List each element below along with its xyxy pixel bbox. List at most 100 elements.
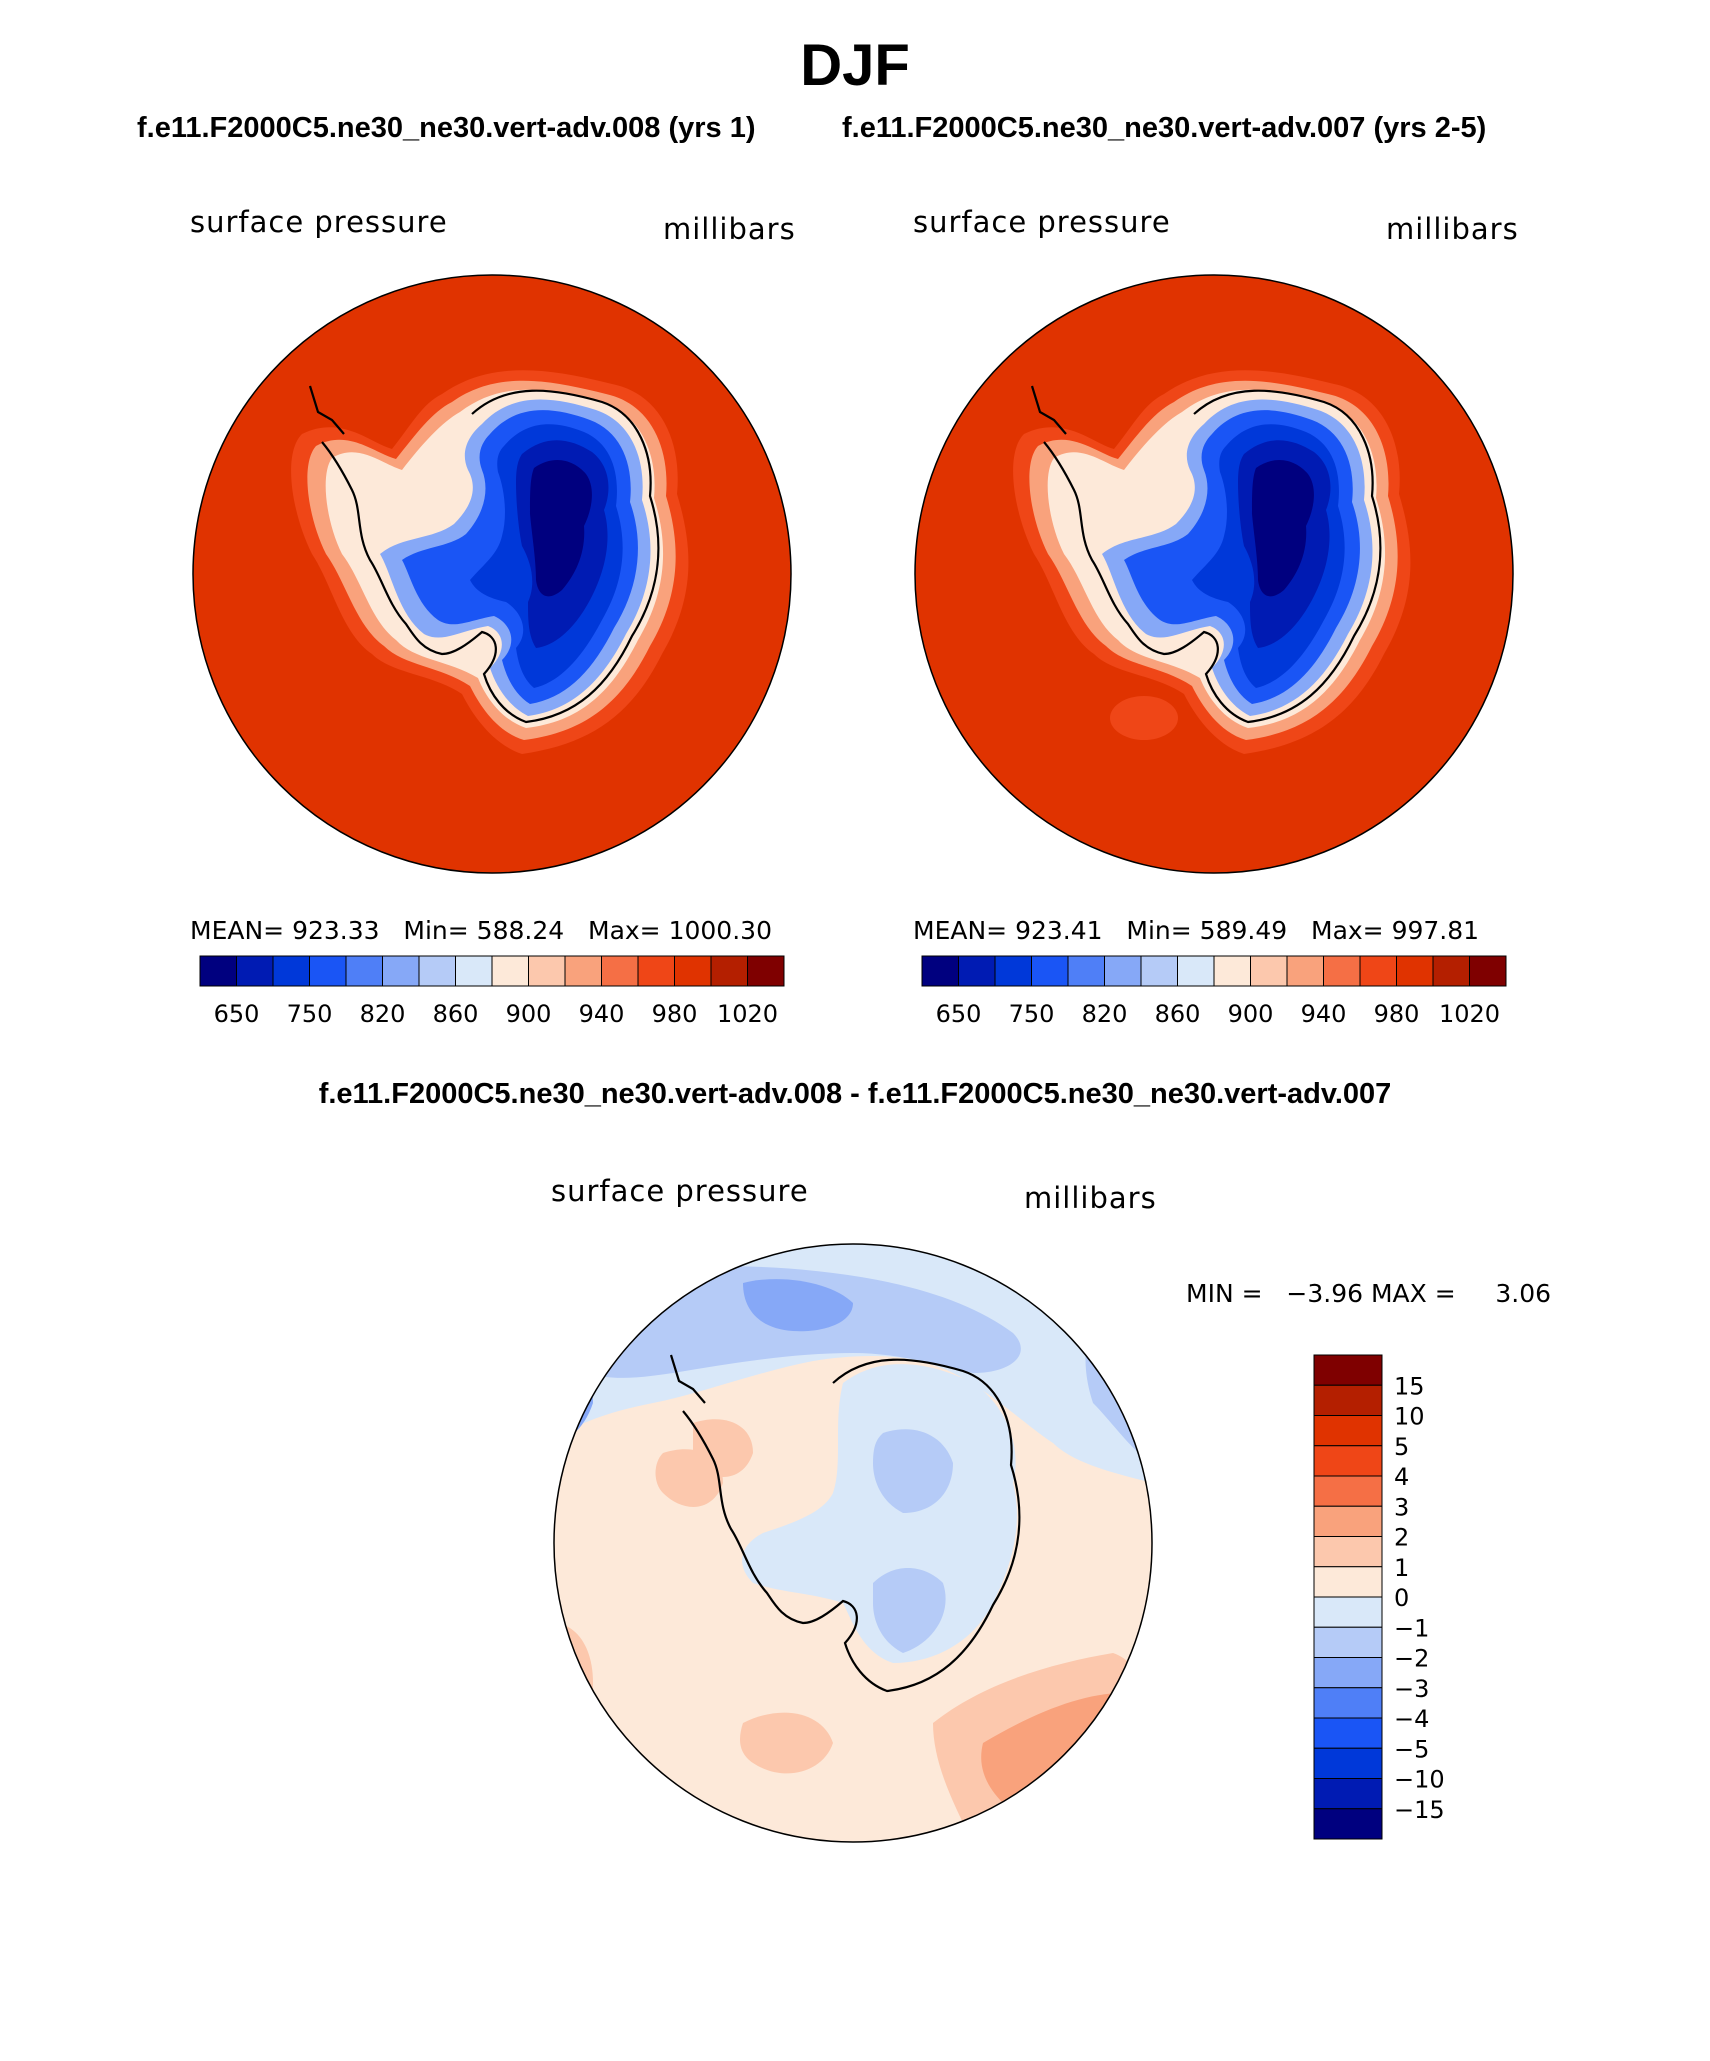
- map-panel-left: [192, 274, 792, 874]
- colorbar-swatch: [1140, 955, 1178, 987]
- colorbar-tick-label: 1: [1394, 1554, 1409, 1582]
- colorbar-tick-label: 860: [433, 1000, 479, 1028]
- colorbar-swatch: [747, 955, 785, 987]
- diff-region-blue-inner: [873, 1429, 953, 1513]
- colorbar-swatch: [1313, 1657, 1383, 1689]
- colorbar-tick-label: 4: [1394, 1463, 1409, 1491]
- colorbar-tick-label: −10: [1394, 1766, 1445, 1794]
- colorbar-swatch: [1313, 1475, 1383, 1507]
- coastline: [308, 385, 660, 724]
- colorbar-swatch: [309, 955, 347, 987]
- map-boundary: [192, 274, 792, 874]
- diff-region-orange-north-peninsula: [693, 1419, 753, 1477]
- colorbar-tick-label: 820: [1082, 1000, 1128, 1028]
- colorbar-swatch: [455, 955, 493, 987]
- colorbar-swatch: [345, 955, 383, 987]
- colorbar-swatch: [272, 955, 310, 987]
- max-label: Max=: [1311, 916, 1384, 945]
- map-panel-difference: [553, 1243, 1153, 1843]
- colorbar-swatch: [958, 955, 996, 987]
- colorbar-swatch: [1213, 955, 1251, 987]
- colorbar-swatch: [1250, 955, 1288, 987]
- colorbar-swatch: [674, 955, 712, 987]
- case-title-right: f.e11.F2000C5.ne30_ne30.vert-adv.007 (yr…: [842, 112, 1487, 144]
- max-label: Max=: [588, 916, 661, 945]
- max-label: MAX =: [1370, 1279, 1456, 1308]
- variable-label-diff: surface pressure: [551, 1174, 809, 1208]
- colorbar-swatch: [1313, 1505, 1383, 1537]
- min-value: 589.49: [1199, 916, 1288, 945]
- colorbar-swatch: [1313, 1717, 1383, 1749]
- units-label-diff: millibars: [1024, 1181, 1157, 1215]
- colorbar-tick-label: 750: [1009, 1000, 1055, 1028]
- map-boundary: [553, 1243, 1153, 1843]
- min-value: 588.24: [476, 916, 565, 945]
- colorbar-tick-label: 1020: [717, 1000, 778, 1028]
- colorbar-swatch: [1396, 955, 1434, 987]
- colorbar-tick-label: −1: [1394, 1614, 1429, 1642]
- colorbar-swatch: [491, 955, 529, 987]
- colorbar-swatch: [1313, 1566, 1383, 1598]
- ice-contour-588: [530, 460, 592, 597]
- colorbar-swatch: [601, 955, 639, 987]
- colorbar-left: 650 750 820 860 900 940 980 1020: [199, 955, 785, 1028]
- colorbar-swatch: [1313, 1687, 1383, 1719]
- colorbar-tick-label: −5: [1394, 1735, 1429, 1763]
- colorbar-swatch: [710, 955, 748, 987]
- colorbar-tick-label: −15: [1394, 1796, 1445, 1824]
- colorbar-swatch: [564, 955, 602, 987]
- colorbar-tick-label: 650: [214, 1000, 260, 1028]
- colorbar-tick-label: 900: [506, 1000, 552, 1028]
- colorbar-swatch: [637, 955, 675, 987]
- colorbar-tick-label: 10: [1394, 1403, 1425, 1431]
- colorbar-right: 650 750 820 860 900 940 980 1020: [921, 955, 1507, 1028]
- stats-right: MEAN= 923.41 Min= 589.49 Max= 997.81: [913, 916, 1479, 945]
- colorbar-tick-label: −2: [1394, 1645, 1429, 1673]
- colorbar-tick-label: 650: [936, 1000, 982, 1028]
- min-label: Min=: [1126, 916, 1192, 945]
- colorbar-tick-label: 2: [1394, 1524, 1409, 1552]
- map-panel-right: [914, 274, 1514, 874]
- colorbar-swatch: [199, 955, 237, 987]
- colorbar-tick-label: 0: [1394, 1584, 1409, 1612]
- diff-region-dark-blue-west: [554, 1363, 575, 1428]
- colorbar-tick-label: 940: [579, 1000, 625, 1028]
- colorbar-tick-label: −3: [1394, 1675, 1429, 1703]
- diff-region-light-blue-inner: [742, 1364, 1017, 1663]
- colorbar-swatch: [1313, 1747, 1383, 1779]
- figure-title: DJF: [800, 33, 910, 98]
- colorbar-swatch: [1313, 1415, 1383, 1447]
- colorbar-swatch: [1359, 955, 1397, 987]
- diff-min-max: MIN = −3.96 MAX = 3.06: [1186, 1279, 1551, 1308]
- colorbar-swatch: [1313, 1445, 1383, 1477]
- variable-label-left: surface pressure: [190, 205, 448, 239]
- colorbar-swatch: [1313, 1626, 1383, 1658]
- difference-title: f.e11.F2000C5.ne30_ne30.vert-adv.008 - f…: [318, 1078, 1392, 1110]
- colorbar-swatch: [1067, 955, 1105, 987]
- min-label: Min=: [403, 916, 469, 945]
- colorbar-swatch: [1323, 955, 1361, 987]
- colorbar-tick-label: 980: [1374, 1000, 1420, 1028]
- ice-contour-589: [1252, 460, 1314, 597]
- units-label-right: millibars: [1386, 212, 1519, 246]
- coastline: [1030, 385, 1382, 724]
- colorbar-swatch: [1313, 1536, 1383, 1568]
- colorbar-tick-label: 15: [1394, 1372, 1425, 1400]
- colorbar-tick-label: 940: [1301, 1000, 1347, 1028]
- colorbar-tick-label: 1020: [1439, 1000, 1500, 1028]
- units-label-left: millibars: [663, 212, 796, 246]
- variable-label-right: surface pressure: [913, 205, 1171, 239]
- colorbar-swatch: [236, 955, 274, 987]
- colorbar-swatch: [1469, 955, 1507, 987]
- mean-label: MEAN=: [190, 916, 285, 945]
- min-label: MIN =: [1186, 1279, 1263, 1308]
- colorbar-swatch: [418, 955, 456, 987]
- colorbar-swatch: [1313, 1808, 1383, 1840]
- diff-region-orange-south: [740, 1712, 833, 1774]
- colorbar-swatch: [1313, 1354, 1383, 1386]
- colorbar-tick-label: 860: [1155, 1000, 1201, 1028]
- stats-left: MEAN= 923.33 Min= 588.24 Max= 1000.30: [190, 916, 772, 945]
- colorbar-tick-label: −4: [1394, 1705, 1429, 1733]
- colorbar-swatch: [528, 955, 566, 987]
